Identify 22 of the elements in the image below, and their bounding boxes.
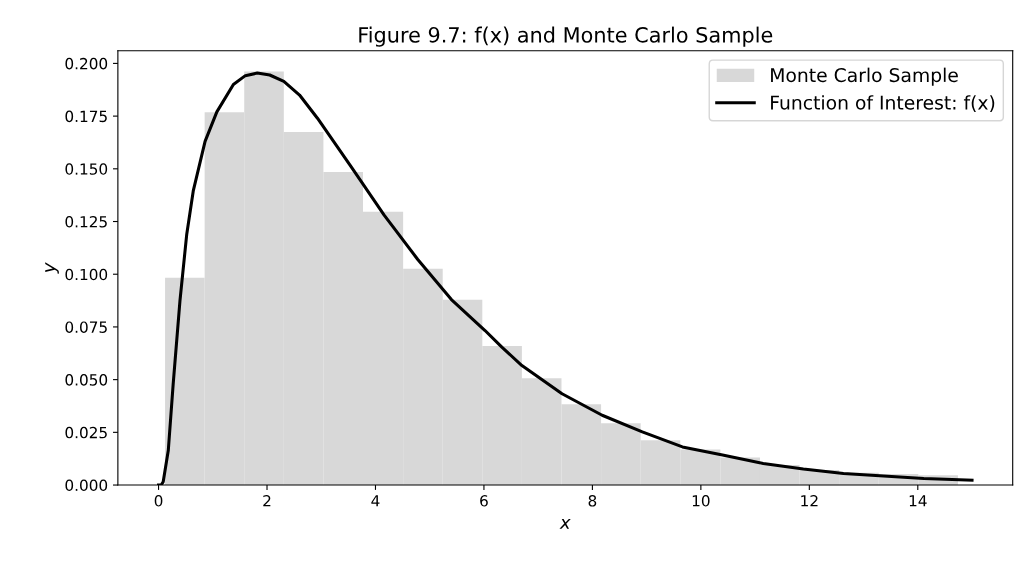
legend-label: Monte Carlo Sample bbox=[771, 67, 958, 86]
y-tick-label: 0.025 bbox=[65, 426, 107, 439]
y-tick-label: 0.075 bbox=[65, 321, 107, 333]
y-tick-label: 0.050 bbox=[65, 374, 108, 386]
chart-title: Figure 9.7: f(x) and Monte Carlo Sample bbox=[359, 26, 773, 47]
x-tick-label: 10 bbox=[692, 495, 710, 507]
y-tick-label: 0.125 bbox=[65, 215, 107, 228]
y-tick-label: 0.150 bbox=[65, 163, 108, 175]
y-tick-label: 0.175 bbox=[65, 110, 107, 123]
x-tick-label: 8 bbox=[588, 495, 597, 507]
x-tick-label: 0 bbox=[154, 495, 163, 507]
x-tick-label: 2 bbox=[263, 495, 271, 507]
y-axis-title: y bbox=[45, 262, 59, 274]
x-tick-label: 6 bbox=[480, 495, 488, 507]
x-tick-label: 12 bbox=[801, 495, 818, 507]
x-axis-title: x bbox=[559, 518, 571, 529]
x-tick-label: 14 bbox=[909, 495, 927, 507]
y-tick-label: 0.200 bbox=[65, 57, 108, 70]
x-tick-label: 4 bbox=[371, 495, 380, 507]
y-tick-label: 0.000 bbox=[65, 479, 108, 492]
legend-label: Function of Interest: f(x) bbox=[771, 95, 995, 112]
y-tick-label: 0.100 bbox=[65, 268, 108, 281]
